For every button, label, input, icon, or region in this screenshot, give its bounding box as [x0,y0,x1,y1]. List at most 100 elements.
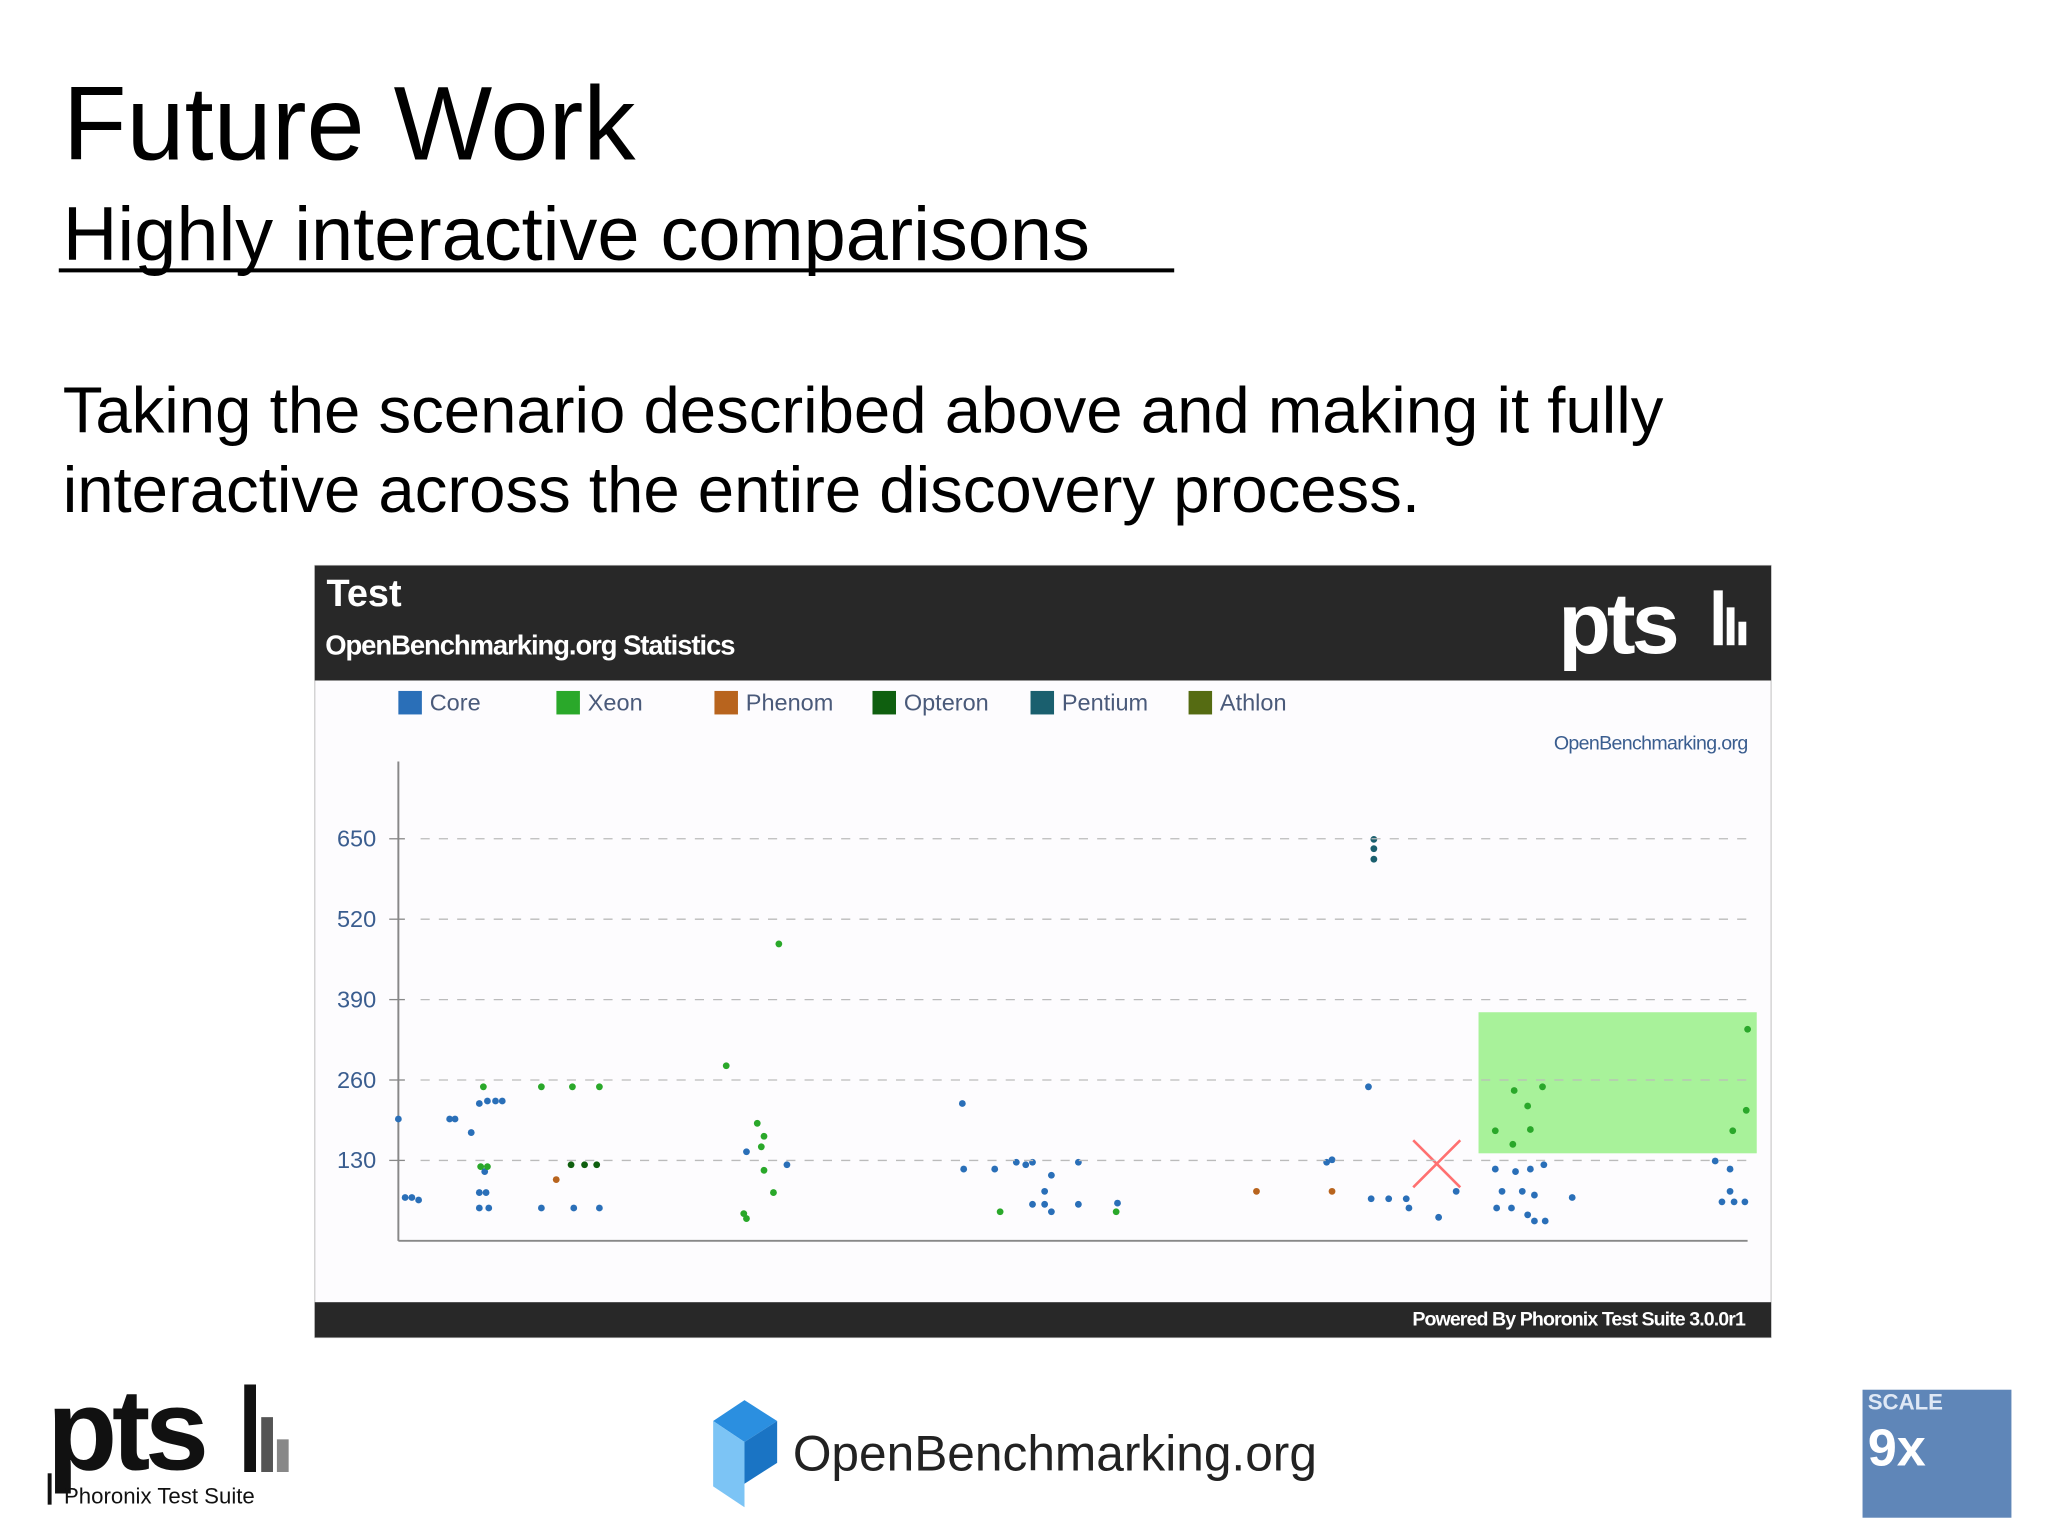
data-point [408,1194,416,1201]
legend-swatch [398,690,422,715]
data-point [569,1083,576,1091]
chart-subtitle: OpenBenchmarking.org Statistics [325,629,735,660]
data-point [1726,1187,1734,1195]
data-point [1435,1213,1443,1221]
watermark: OpenBenchmarking.org [1554,733,1748,755]
chart-frame [314,564,1772,1339]
brand-bar [1738,621,1747,646]
footer-text: Powered By Phoronix Test Suite 3.0.0r1 [1412,1309,1746,1331]
data-point [1726,1165,1734,1173]
data-point [958,1100,966,1107]
data-point [1711,1157,1719,1165]
data-point [570,1204,578,1212]
data-point [1029,1200,1036,1208]
cursor-mark [1412,1139,1462,1189]
data-point [1112,1208,1120,1216]
legend-label: Phenom [746,690,834,716]
legend-label: Core [430,690,481,716]
data-point [1041,1187,1049,1195]
pts-logo: pts [47,1366,205,1494]
data-point [477,1163,485,1170]
data-point [770,1189,777,1196]
y-tick-label: 260 [337,1067,376,1093]
data-point [537,1204,545,1212]
data-point [1509,1140,1517,1148]
data-point [996,1208,1004,1216]
data-point [757,1143,765,1151]
data-point [740,1210,748,1217]
selection-box[interactable] [1478,1012,1757,1154]
chart-footer [314,1302,1772,1338]
y-tick-label: 520 [337,906,376,932]
data-point [1742,1106,1750,1114]
body-line: interactive across the entire discovery … [63,453,1420,526]
data-point [567,1161,575,1169]
data-point [1518,1187,1526,1195]
data-point [991,1165,999,1173]
data-point [1524,1211,1532,1219]
data-point [760,1132,768,1140]
scale-text: SCALE [1868,1389,1943,1414]
data-point [1540,1161,1548,1169]
legend-swatch [714,690,738,715]
data-point [475,1189,483,1196]
data-point [1744,1025,1751,1033]
data-point [1493,1204,1501,1212]
data-point [1491,1165,1499,1173]
data-point [1405,1204,1413,1212]
plot [394,836,1751,1225]
data-point [1568,1194,1576,1201]
data-point [401,1194,409,1201]
data-point [1531,1191,1538,1199]
data-point [451,1115,459,1123]
data-point [1741,1198,1749,1206]
data-point [1114,1199,1121,1207]
data-point [743,1215,750,1222]
data-point [537,1083,545,1091]
data-point [1370,845,1378,853]
data-point [475,1204,483,1212]
data-point [1730,1198,1738,1206]
brand-bar [1726,607,1735,646]
y-tick-label: 130 [337,1147,376,1173]
data-point [481,1168,489,1175]
data-point [1508,1204,1515,1212]
data-point [1729,1127,1737,1135]
data-point [394,1115,402,1123]
data-point [484,1163,491,1170]
data-point [581,1161,588,1169]
data-point [743,1148,750,1156]
data-point [485,1204,493,1212]
slide-title: Future Work [63,65,637,182]
data-point [596,1083,603,1091]
data-point [1074,1200,1082,1208]
logo-bar [261,1417,273,1472]
data-point [1452,1187,1460,1195]
data-point [960,1165,968,1173]
ob-logo: OpenBenchmarking.org [793,1426,1317,1482]
data-point [1370,855,1378,863]
data-point [1022,1161,1030,1169]
logo-bar [276,1439,289,1472]
data-point [1718,1198,1726,1206]
data-point [1526,1165,1534,1173]
data-point [552,1176,560,1183]
data-point [482,1189,490,1196]
data-point [593,1161,601,1169]
data-point [1491,1127,1499,1135]
data-point [492,1097,499,1105]
legend-swatch [556,690,580,715]
data-point [1367,1195,1375,1203]
slide-subtitle: Highly interactive comparisons [63,192,1090,277]
scale-number: 9x [1868,1419,1926,1477]
data-point [1541,1217,1549,1225]
data-point [753,1119,761,1127]
brand-logo: pts [1558,576,1677,672]
data-point [1385,1195,1393,1203]
data-point [1531,1217,1538,1225]
data-point [1253,1187,1260,1195]
data-point [1510,1087,1518,1094]
chart-title: Test [327,573,402,615]
legend-label: Athlon [1220,690,1287,716]
